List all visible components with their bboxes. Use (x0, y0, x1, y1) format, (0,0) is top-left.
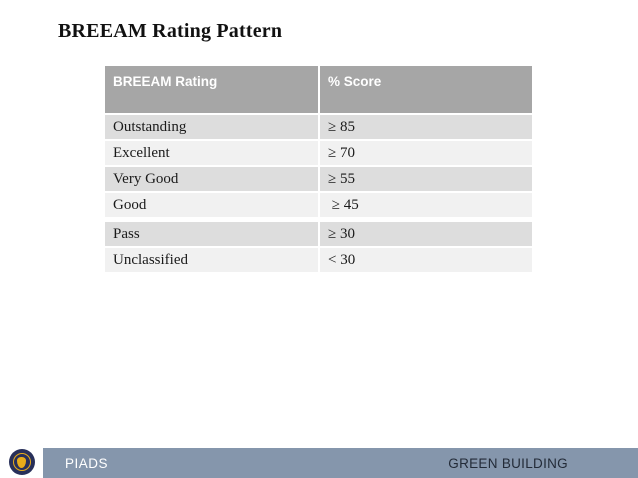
footer-right-label: GREEN BUILDING (448, 455, 568, 471)
table-row: Very Good ≥ 55 (105, 167, 532, 191)
column-header-score: % Score (320, 66, 532, 113)
table-header-row: BREEAM Rating % Score (105, 66, 532, 113)
table-row: Outstanding ≥ 85 (105, 115, 532, 139)
score-cell: ≥ 30 (320, 222, 532, 246)
score-cell: ≥ 55 (320, 167, 532, 191)
table-row: Excellent ≥ 70 (105, 141, 532, 165)
logo-box (0, 446, 43, 478)
page-title: BREEAM Rating Pattern (58, 20, 283, 42)
piads-seal-icon (8, 449, 35, 475)
score-cell: ≥ 70 (320, 141, 532, 165)
rating-cell: Outstanding (105, 115, 318, 139)
rating-cell: Very Good (105, 167, 318, 191)
seal-inner-ring (12, 453, 31, 471)
rating-cell: Good (105, 193, 318, 217)
footer-left-label: PIADS (65, 455, 109, 471)
table-row: Pass ≥ 30 (105, 222, 532, 246)
breeam-rating-table: BREEAM Rating % Score Outstanding ≥ 85 E… (105, 66, 532, 274)
score-cell: ≥ 45 (320, 193, 532, 217)
footer-bar: PIADS GREEN BUILDING (0, 446, 638, 478)
table-row: Unclassified < 30 (105, 248, 532, 272)
score-cell: < 30 (320, 248, 532, 272)
rating-cell: Excellent (105, 141, 318, 165)
rating-cell: Unclassified (105, 248, 318, 272)
rating-cell: Pass (105, 222, 318, 246)
column-header-rating: BREEAM Rating (105, 66, 318, 113)
table-row: Good ≥ 45 (105, 193, 532, 217)
score-cell: ≥ 85 (320, 115, 532, 139)
seal-shield-icon (17, 456, 26, 468)
